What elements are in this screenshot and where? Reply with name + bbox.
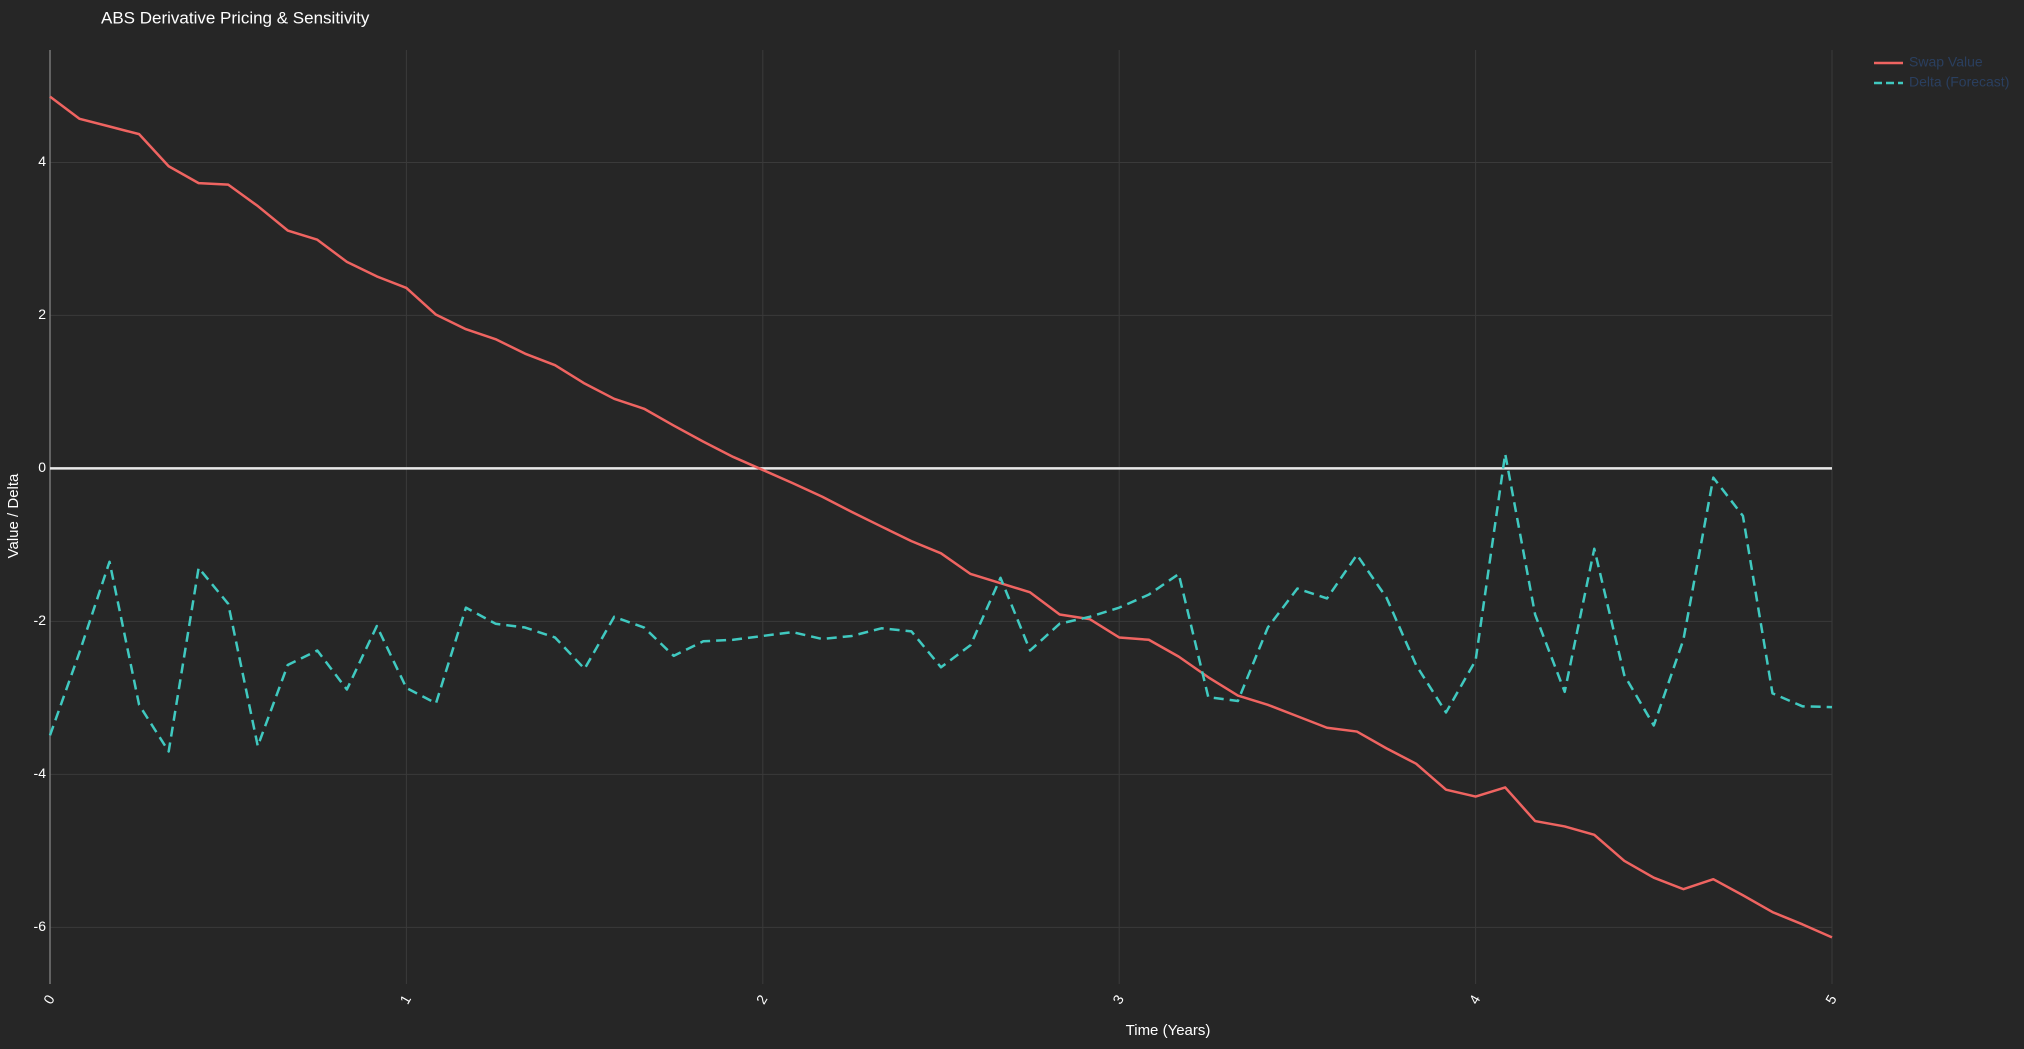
chart-title: ABS Derivative Pricing & Sensitivity: [101, 8, 370, 27]
y-tick-label: 4: [38, 153, 46, 169]
y-tick-label: -4: [34, 765, 47, 781]
series-line: [48, 452, 1833, 753]
legend-label: Delta (Forecast): [1909, 74, 2009, 90]
y-tick-label: -6: [34, 918, 47, 934]
y-tick-label: 0: [38, 459, 46, 475]
x-axis-label: Time (Years): [1126, 1022, 1211, 1039]
series-line: [49, 95, 1833, 939]
y-tick-label: -2: [34, 612, 47, 628]
y-axis-label: Value / Delta: [5, 473, 22, 558]
y-tick-label: 2: [38, 306, 46, 322]
legend-label: Swap Value: [1909, 54, 1983, 70]
